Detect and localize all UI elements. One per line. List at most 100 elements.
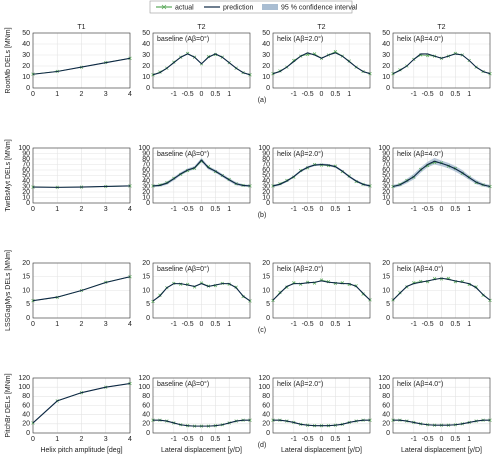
y-tick-label: 0 xyxy=(386,315,390,322)
axes-box xyxy=(392,147,491,204)
y-tick-label: 50 xyxy=(22,172,30,179)
x-tick-label: 0.5 xyxy=(450,91,460,98)
axes-box xyxy=(152,377,251,434)
prediction-line xyxy=(152,53,251,76)
x-tick-label: -1 xyxy=(291,91,297,98)
y-tick-label: 50 xyxy=(262,172,270,179)
y-tick-label: 20 xyxy=(262,189,270,196)
prediction-line xyxy=(393,419,490,426)
y-tick-label: 20 xyxy=(382,421,390,428)
annotation: baseline (Aβ=0°) xyxy=(157,35,209,43)
y-tick-label: 10 xyxy=(22,194,30,201)
actual-marker xyxy=(278,290,282,295)
y-tick-label: 100 xyxy=(18,145,30,152)
y-tick-label: 0 xyxy=(26,315,30,322)
y-tick-label: 100 xyxy=(258,384,270,391)
x-tick-label: 0.5 xyxy=(450,436,460,443)
legend-swatch xyxy=(262,4,278,10)
y-tick-label: 50 xyxy=(382,30,390,37)
x-tick-label: 0 xyxy=(31,436,35,443)
y-tick-label: 5 xyxy=(146,301,150,308)
y-tick-label: 0 xyxy=(386,200,390,207)
x-tick-label: 0 xyxy=(200,206,204,213)
annotation: baseline (Aβ=0°) xyxy=(157,265,209,273)
axes-box xyxy=(272,262,371,319)
x-tick-label: 0 xyxy=(320,91,324,98)
x-tick-label: 1 xyxy=(467,321,471,328)
y-tick-label: 10 xyxy=(382,287,390,294)
prediction-line xyxy=(272,280,371,301)
x-tick-label: 1 xyxy=(227,436,231,443)
x-tick-label: 0 xyxy=(31,206,35,213)
x-tick-label: 1 xyxy=(347,206,351,213)
y-tick-label: 60 xyxy=(262,402,270,409)
x-tick-label: -0.5 xyxy=(422,206,434,213)
x-tick-label: -0.5 xyxy=(302,436,314,443)
y-tick-label: 40 xyxy=(262,178,270,185)
axes-box xyxy=(152,262,251,319)
y-tick-label: 80 xyxy=(142,156,150,163)
y-tick-label: 30 xyxy=(262,52,270,59)
legend-label: 95 % confidence interval xyxy=(281,4,358,11)
y-tick-label: 50 xyxy=(142,172,150,179)
actual-marker xyxy=(206,165,211,169)
y-tick-label: 20 xyxy=(22,63,30,70)
annotation: helix (Aβ=4.0°) xyxy=(397,380,443,388)
y-tick-label: 0 xyxy=(266,200,270,207)
y-tick-label: 100 xyxy=(138,384,150,391)
x-tick-label: -1 xyxy=(171,321,177,328)
y-axis-label: TwrBsMyt DELs [MNm] xyxy=(5,139,12,211)
prediction-line xyxy=(32,276,131,302)
y-tick-label: 30 xyxy=(262,183,270,190)
annotation: helix (Aβ=4.0°) xyxy=(397,150,443,158)
x-axis-label: Lateral displacement [y/D] xyxy=(401,447,482,454)
x-tick-label: 0 xyxy=(440,321,444,328)
x-tick-label: 2 xyxy=(80,91,84,98)
legend-marker xyxy=(161,4,167,10)
y-tick-label: 20 xyxy=(22,189,30,196)
x-tick-label: -1 xyxy=(411,91,417,98)
x-tick-label: 0.5 xyxy=(330,206,340,213)
x-tick-label: 1 xyxy=(347,321,351,328)
x-tick-label: -1 xyxy=(411,321,417,328)
actual-marker xyxy=(474,285,478,289)
y-tick-label: 10 xyxy=(382,74,390,81)
annotation: helix (Aβ=2.0°) xyxy=(277,150,323,158)
x-tick-label: 2 xyxy=(80,436,84,443)
legend-box xyxy=(149,0,353,14)
y-tick-label: 20 xyxy=(142,189,150,196)
y-tick-label: 60 xyxy=(22,167,30,174)
axes-box xyxy=(32,32,131,89)
y-tick-label: 10 xyxy=(382,194,390,201)
panel-title: T2 xyxy=(197,24,205,31)
x-tick-label: 0.5 xyxy=(450,206,460,213)
y-tick-label: 60 xyxy=(22,402,30,409)
y-tick-label: 40 xyxy=(262,412,270,419)
x-tick-label: -0.5 xyxy=(182,321,194,328)
axes-box xyxy=(32,262,131,319)
legend-label: prediction xyxy=(223,4,253,11)
x-tick-label: 4 xyxy=(128,91,132,98)
x-tick-label: 1 xyxy=(55,436,59,443)
y-tick-label: 20 xyxy=(142,421,150,428)
y-tick-label: 15 xyxy=(22,274,30,281)
x-tick-label: 0.5 xyxy=(210,91,220,98)
prediction-line xyxy=(152,159,251,187)
prediction-line xyxy=(272,163,371,187)
y-tick-label: 15 xyxy=(142,274,150,281)
y-tick-label: 60 xyxy=(382,167,390,174)
x-tick-label: 4 xyxy=(128,436,132,443)
y-tick-label: 40 xyxy=(142,41,150,48)
x-tick-label: -1 xyxy=(291,436,297,443)
axes-box xyxy=(272,32,371,89)
x-tick-label: 0.5 xyxy=(210,436,220,443)
panel-title: T1 xyxy=(77,24,85,31)
y-tick-label: 0 xyxy=(266,85,270,92)
prediction-line xyxy=(32,382,131,424)
y-tick-label: 20 xyxy=(382,63,390,70)
prediction-line xyxy=(392,277,491,301)
prediction-line xyxy=(153,419,250,427)
x-tick-label: -1 xyxy=(171,206,177,213)
x-tick-label: 1 xyxy=(55,91,59,98)
